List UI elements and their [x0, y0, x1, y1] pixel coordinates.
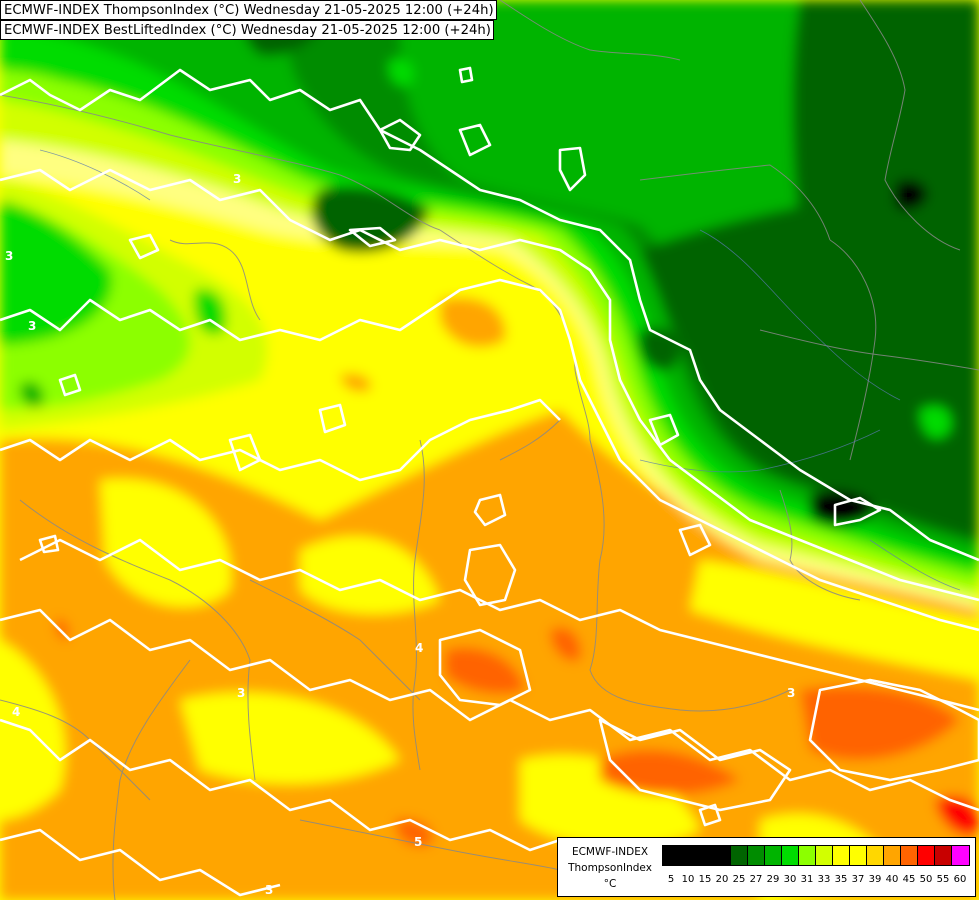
legend-swatch	[833, 846, 850, 865]
legend-swatch	[663, 846, 680, 865]
legend-tick: 20	[715, 874, 729, 885]
legend-swatch	[799, 846, 816, 865]
legend-tick: 33	[817, 874, 831, 885]
legend-tick: 50	[919, 874, 933, 885]
contour-label: 3	[28, 319, 36, 333]
river-lines	[39, 149, 961, 591]
contour-label: 3	[233, 172, 241, 186]
legend-tick: 55	[936, 874, 950, 885]
legend-tick: 35	[834, 874, 848, 885]
legend-tick: 60	[953, 874, 967, 885]
legend-swatch	[714, 846, 731, 865]
contour-labels: 3 3 3 3 3 4 4 5 3	[5, 172, 795, 897]
legend-swatch	[952, 846, 969, 865]
legend-swatch	[731, 846, 748, 865]
legend-swatch	[680, 846, 697, 865]
legend-tick: 27	[749, 874, 763, 885]
legend-tick: 15	[698, 874, 712, 885]
legend-tick: 37	[851, 874, 865, 885]
lifted-index-contours	[0, 66, 979, 897]
legend-swatch	[901, 846, 918, 865]
legend-swatch	[884, 846, 901, 865]
legend-model-name: ECMWF-INDEX	[571, 846, 649, 858]
contour-label: 3	[5, 249, 13, 263]
legend-swatch	[918, 846, 935, 865]
legend-tick-labels: 5 10 15 20 25 27 29 30 31 33 35 37 39 40 45 50 55 60	[662, 874, 972, 888]
legend-tick: 25	[732, 874, 746, 885]
legend-tick: 40	[885, 874, 899, 885]
legend-swatch	[935, 846, 952, 865]
legend-swatch	[697, 846, 714, 865]
legend-swatch	[782, 846, 799, 865]
legend-swatch	[748, 846, 765, 865]
contour-label: 3	[237, 686, 245, 700]
legend-unit: °C	[603, 878, 617, 890]
legend-swatch	[765, 846, 782, 865]
legend-swatch	[850, 846, 867, 865]
map-title-best-lifted-index: ECMWF-INDEX BestLiftedIndex (°C) Wednesd…	[0, 20, 494, 40]
contour-label: 4	[415, 641, 423, 655]
legend-tick: 31	[800, 874, 814, 885]
legend-tick: 5	[667, 874, 675, 885]
legend-tick: 39	[868, 874, 882, 885]
legend-color-bar	[662, 845, 970, 866]
legend-swatch	[816, 846, 833, 865]
legend-tick: 45	[902, 874, 916, 885]
legend-swatch	[867, 846, 884, 865]
legend-variable-name: ThompsonIndex	[568, 862, 652, 874]
map-title-thompson-index: ECMWF-INDEX ThompsonIndex (°C) Wednesday…	[0, 0, 497, 20]
contour-label: 3	[787, 686, 795, 700]
contour-label: 4	[12, 705, 20, 719]
color-scale-legend: ECMWF-INDEX ThompsonIndex °C 5 10 15 20 25 27…	[557, 837, 976, 897]
legend-tick: 29	[766, 874, 780, 885]
legend-tick: 10	[681, 874, 695, 885]
legend-tick: 30	[783, 874, 797, 885]
contour-label: 3	[265, 883, 273, 897]
contour-label: 5	[414, 835, 422, 849]
